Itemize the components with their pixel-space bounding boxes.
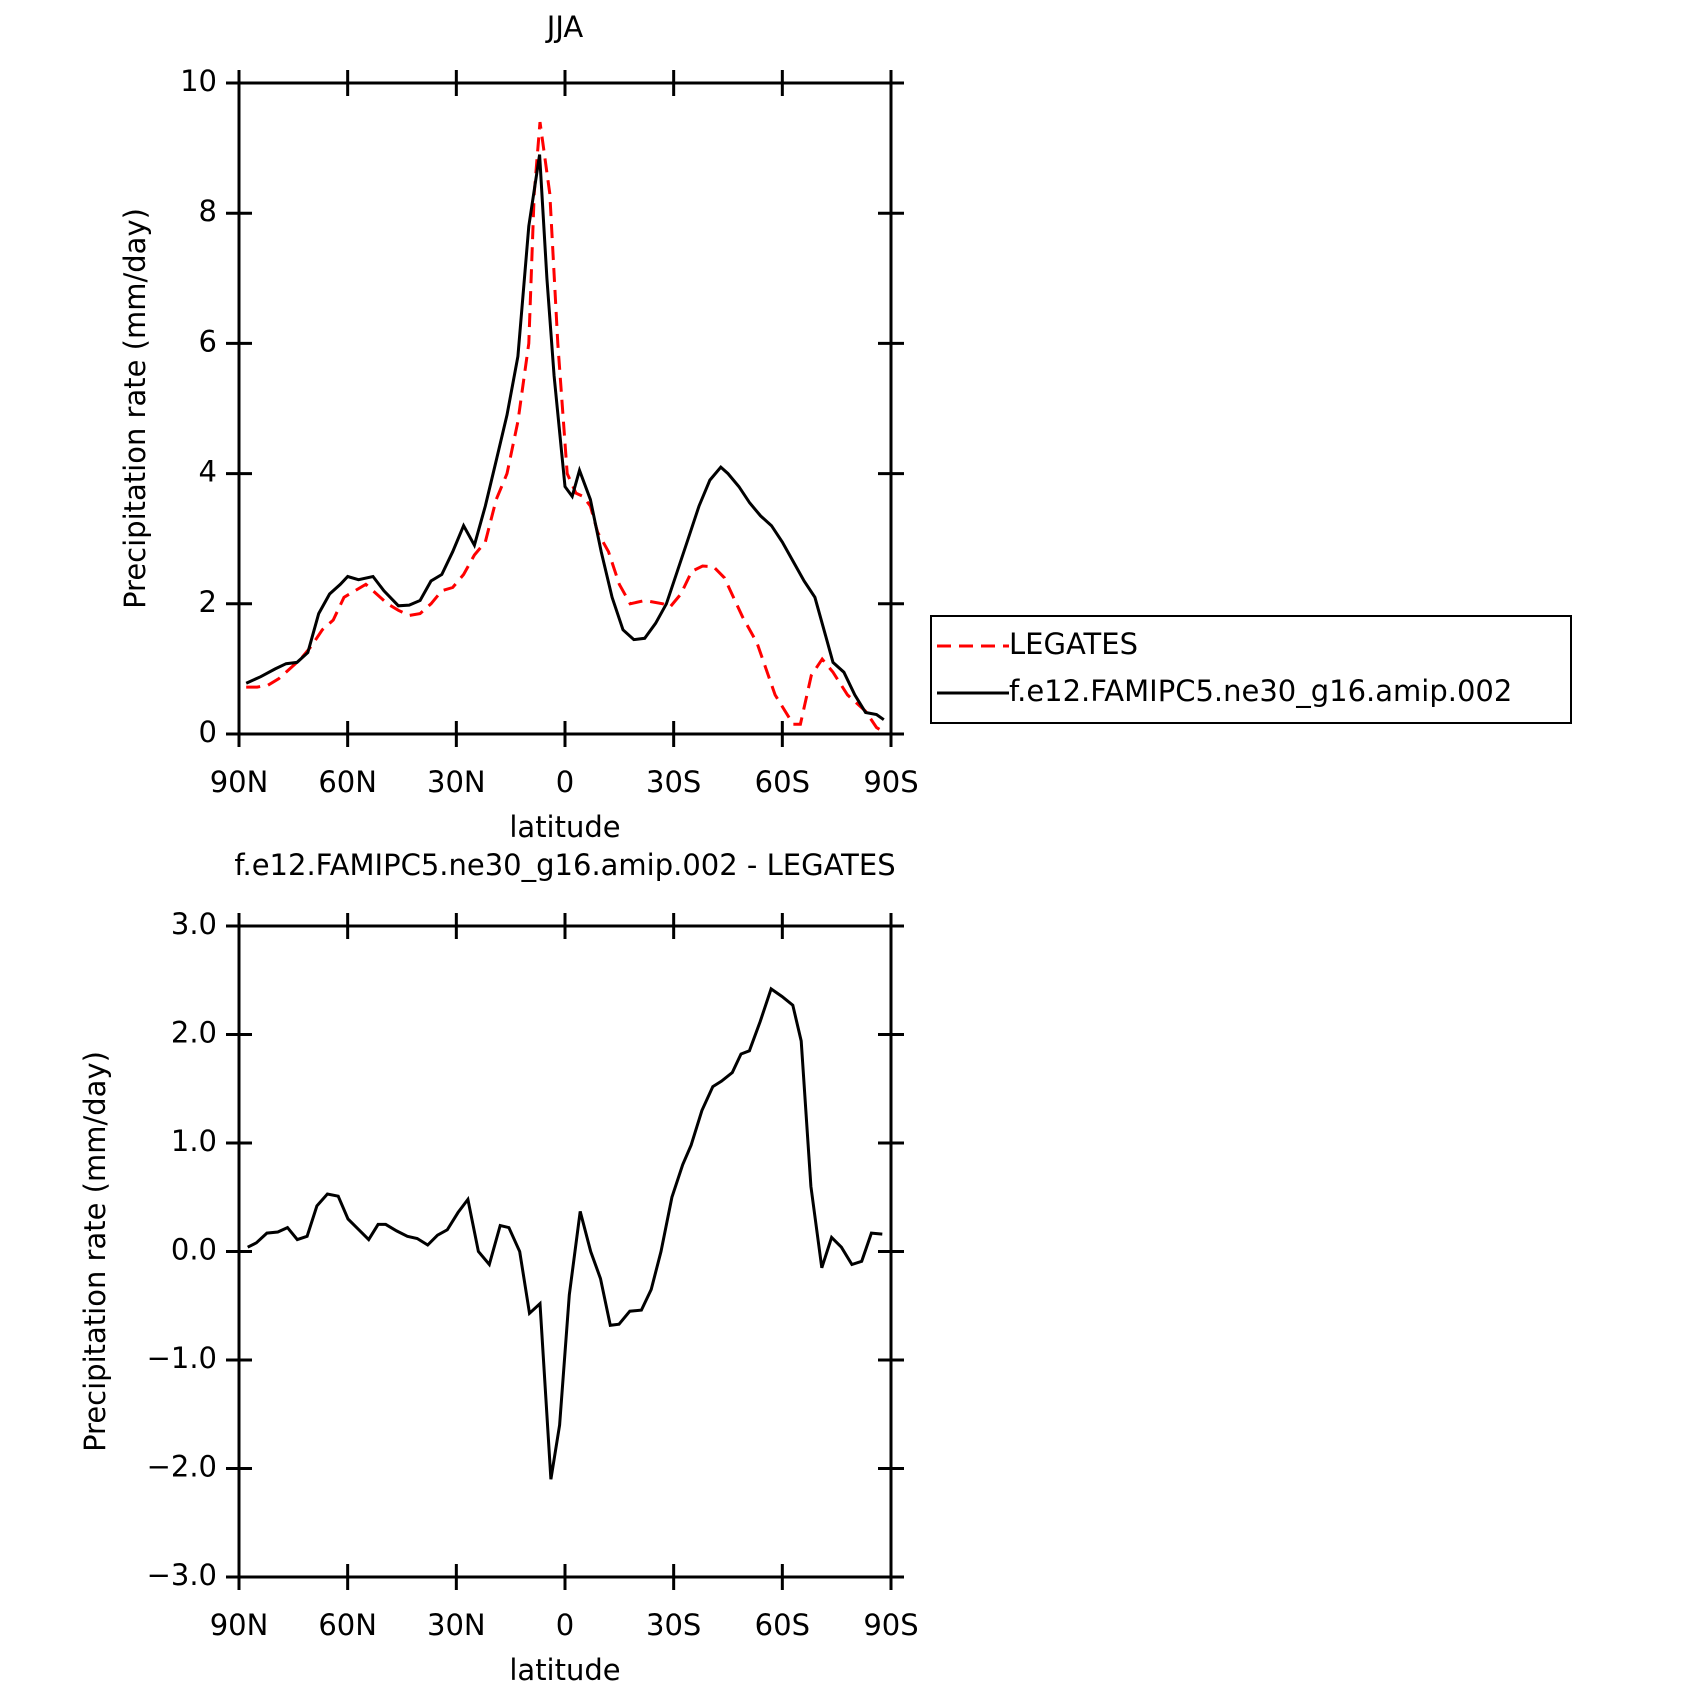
data-line (245, 154, 885, 721)
legend-box (930, 615, 1572, 724)
y-tick-label: −3.0 (147, 1558, 217, 1592)
x-tick-label: 0 (556, 1608, 574, 1642)
x-tick-label: 90N (210, 765, 269, 799)
chart-title: f.e12.FAMIPC5.ne30_g16.amip.002 - LEGATE… (234, 848, 895, 882)
chart-title: JJA (545, 10, 584, 44)
x-tick-label: 30S (646, 765, 701, 799)
plot-frame (237, 924, 893, 1579)
y-tick-label: 3.0 (171, 907, 217, 941)
y-axis-label: Precipitation rate (mm/day) (118, 208, 152, 609)
x-tick-label: 60S (755, 1608, 810, 1642)
y-tick-label: 2.0 (171, 1016, 217, 1050)
y-tick-label: 1.0 (171, 1124, 217, 1158)
x-tick-label: 60N (318, 1608, 377, 1642)
y-tick-label: 8 (199, 194, 217, 228)
y-axis-label: Precipitation rate (mm/day) (78, 1051, 112, 1452)
x-tick-label: 30S (646, 1608, 701, 1642)
x-axis-label: latitude (509, 1653, 620, 1687)
y-tick-label: 0.0 (171, 1233, 217, 1267)
legend-label: f.e12.FAMIPC5.ne30_g16.amip.002 (1009, 674, 1512, 708)
legend-label: LEGATES (1009, 627, 1138, 661)
x-tick-label: 90S (863, 1608, 918, 1642)
y-tick-label: 2 (199, 585, 217, 619)
y-tick-label: 0 (199, 715, 217, 749)
y-tick-label: −2.0 (147, 1450, 217, 1484)
x-tick-label: 30N (427, 1608, 486, 1642)
x-tick-label: 30N (427, 765, 486, 799)
x-tick-label: 0 (556, 765, 574, 799)
x-tick-label: 90S (863, 765, 918, 799)
x-tick-label: 60N (318, 765, 377, 799)
y-tick-label: 6 (199, 324, 217, 358)
x-tick-label: 90N (210, 1608, 269, 1642)
plot-frame (237, 81, 893, 736)
y-tick-label: 4 (199, 455, 217, 489)
data-line (246, 121, 885, 734)
data-line (247, 986, 883, 1480)
x-tick-label: 60S (755, 765, 810, 799)
y-tick-label: 10 (180, 64, 217, 98)
x-axis-label: latitude (509, 810, 620, 844)
y-tick-label: −1.0 (147, 1341, 217, 1375)
